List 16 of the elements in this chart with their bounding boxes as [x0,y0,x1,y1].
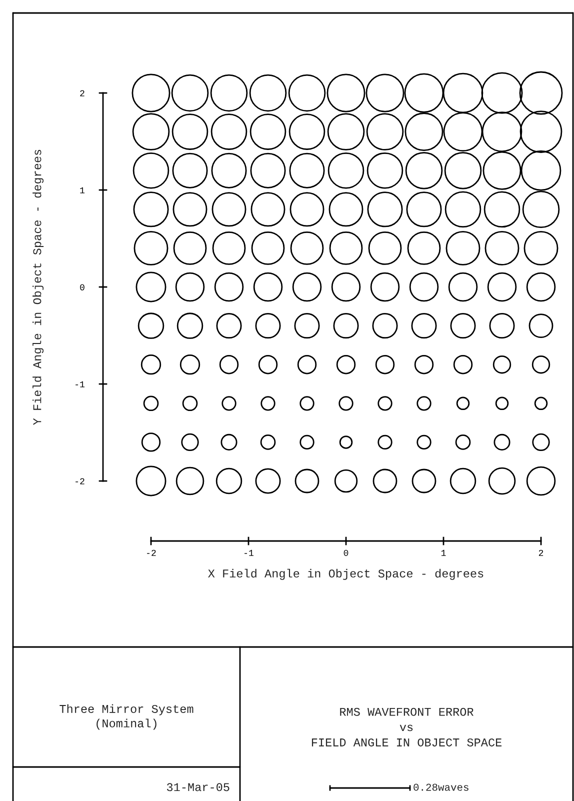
x-tick-label: -1 [244,550,254,556]
x-tick-label: 2 [538,550,544,556]
x-tick-label: 0 [344,550,348,556]
text: Three Mirror System (Nominal) [60,704,194,730]
x-axis-title: X Field Angle in Object Space - degrees [208,568,484,580]
y-tick-label: 0 [80,284,84,290]
x-tick-label: 1 [441,550,446,556]
y-axis-title: Y Field Angle in Object Space - degrees [32,150,44,425]
x-tick-label: -2 [147,550,156,556]
y-tick-label: 1 [80,187,85,194]
text: 0.28waves [414,784,468,791]
y-tick-label: -1 [76,381,85,388]
y-tick-label: -2 [76,478,84,484]
text: RMS WAVEFRONT ERROR vs FIELD ANGLE IN OBJECT SPACE [312,708,502,746]
text: 31-Mar-05 [166,783,230,792]
y-tick-label: 2 [80,90,84,96]
